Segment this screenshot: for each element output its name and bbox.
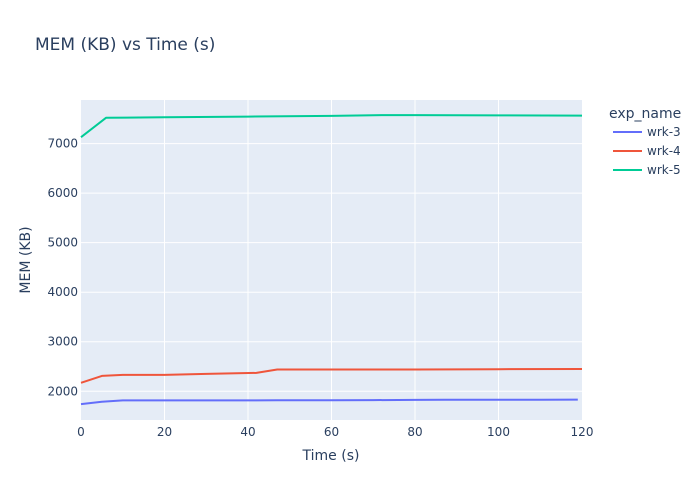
x-tick-label-0: 0 — [77, 425, 85, 439]
series-line-wrk-5 — [80, 114, 583, 138]
x-tick-label-1: 20 — [157, 425, 172, 439]
y-axis-title: MEM (KB) — [18, 226, 34, 293]
x-tick-label-2: 40 — [240, 425, 255, 439]
legend-title: exp_name — [609, 106, 681, 122]
chart-title: MEM (KB) vs Time (s) — [35, 35, 215, 55]
series-lines — [80, 114, 583, 406]
y-tick-label-5: 7000 — [47, 137, 78, 151]
series-line-wrk-3 — [80, 398, 578, 406]
legend-label-wrk-5: wrk-5 — [647, 163, 681, 177]
x-tick-label-3: 60 — [324, 425, 339, 439]
legend-items: wrk-3 wrk-4 wrk-5 — [613, 125, 681, 177]
y-tick-label-4: 6000 — [47, 186, 78, 200]
y-tick-label-1: 3000 — [47, 335, 78, 349]
x-tick-label-5: 100 — [487, 425, 510, 439]
x-axis-title: Time (s) — [302, 448, 360, 464]
x-tick-label-6: 120 — [571, 425, 594, 439]
series-line-wrk-4 — [80, 368, 583, 384]
x-tick-label-4: 80 — [407, 425, 422, 439]
y-tick-label-2: 4000 — [47, 285, 78, 299]
y-tick-label-0: 2000 — [47, 384, 78, 398]
legend-label-wrk-4: wrk-4 — [647, 144, 681, 158]
y-axis-ticks: 2000 3000 4000 5000 6000 7000 — [47, 137, 78, 399]
grid-lines — [81, 100, 582, 420]
y-tick-label-3: 5000 — [47, 236, 78, 250]
legend-label-wrk-3: wrk-3 — [647, 125, 681, 139]
legend: exp_name wrk-3 wrk-4 wrk-5 — [609, 106, 681, 177]
x-axis-ticks: 0 20 40 60 80 100 120 — [77, 425, 593, 439]
